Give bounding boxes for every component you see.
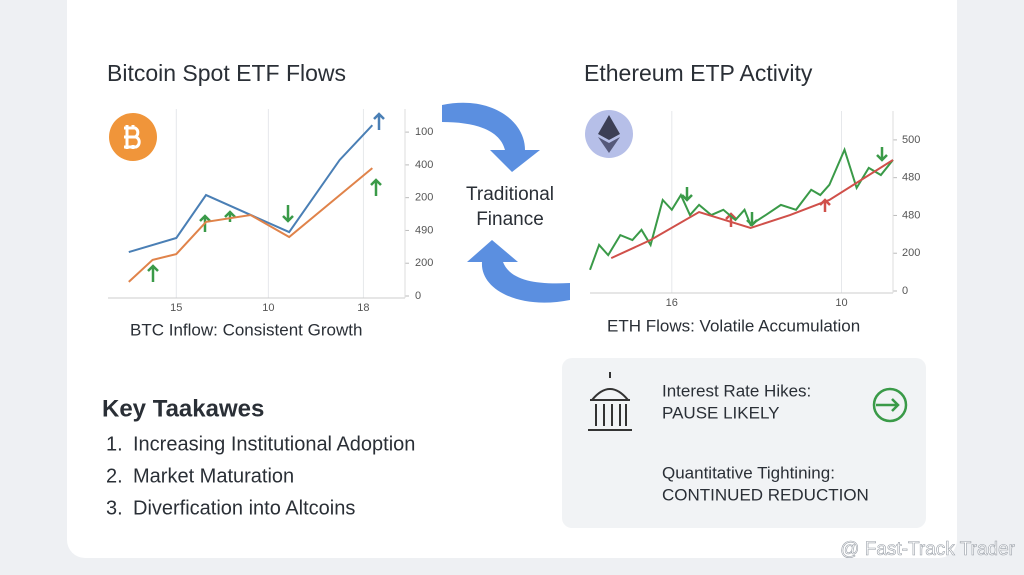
y-tick-label: 480 [902, 209, 920, 221]
y-tick-label: 0 [415, 290, 421, 302]
y-tick-label: 480 [902, 172, 920, 184]
eth-symbol [598, 137, 620, 153]
cycle-arrow [442, 102, 540, 172]
chart-caption: BTC Inflow: Consistent Growth [130, 320, 362, 339]
btc-symbol [124, 125, 141, 149]
takeaways-list: 1. Increasing Institutional Adoption 2. Mar… [106, 433, 415, 519]
x-tick-label: 10 [835, 297, 847, 309]
line-series [128, 167, 373, 283]
list-marker: 3. [106, 497, 123, 519]
list-item: Increasing Institutional Adoption [133, 433, 415, 455]
chart-caption: ETH Flows: Volatile Accumulation [607, 316, 860, 335]
y-tick-label: 500 [902, 134, 920, 146]
center-label: Finance [476, 209, 544, 230]
line-series [610, 159, 894, 260]
eth-symbol [598, 115, 620, 140]
watermark: @ Fast-Track Trader [840, 539, 1016, 560]
x-tick-label: 10 [262, 302, 274, 314]
list-item: Market Maturation [133, 465, 294, 487]
status-icon [872, 387, 908, 423]
chart-title: Ethereum ETP Activity [584, 60, 813, 86]
macro-value: PAUSE LIKELY [662, 403, 779, 422]
status-icon [876, 398, 900, 412]
macro-label: Quantitative Tightining: [662, 463, 835, 482]
line-series [589, 146, 894, 271]
y-tick-label: 400 [415, 159, 433, 171]
bank-icon [588, 372, 632, 431]
chart-title: Bitcoin Spot ETF Flows [107, 60, 346, 86]
macro-panel [562, 358, 926, 528]
takeaways-title: Key Taakawes [102, 395, 264, 422]
y-tick-label: 0 [902, 285, 908, 297]
cycle-arrow [467, 240, 570, 303]
y-tick-label: 100 [415, 126, 433, 138]
center-label: Traditional [466, 184, 554, 205]
x-tick-label: 15 [170, 302, 182, 314]
x-tick-label: 18 [357, 302, 369, 314]
y-tick-label: 200 [415, 257, 433, 269]
y-tick-label: 490 [415, 224, 433, 236]
x-tick-label: 16 [666, 297, 678, 309]
line-series [128, 124, 374, 254]
signal-arrows [147, 112, 888, 282]
macro-value: CONTINUED REDUCTION [662, 485, 869, 504]
macro-list: Interest Rate Hikes: PAUSE LIKELY Quantita… [662, 381, 869, 504]
y-tick-label: 200 [415, 192, 433, 204]
y-tick-label: 200 [902, 247, 920, 259]
macro-label: Interest Rate Hikes: [662, 381, 811, 400]
list-item: Diverfication into Altcoins [133, 497, 355, 519]
list-marker: 2. [106, 465, 123, 487]
list-marker: 1. [106, 433, 123, 455]
